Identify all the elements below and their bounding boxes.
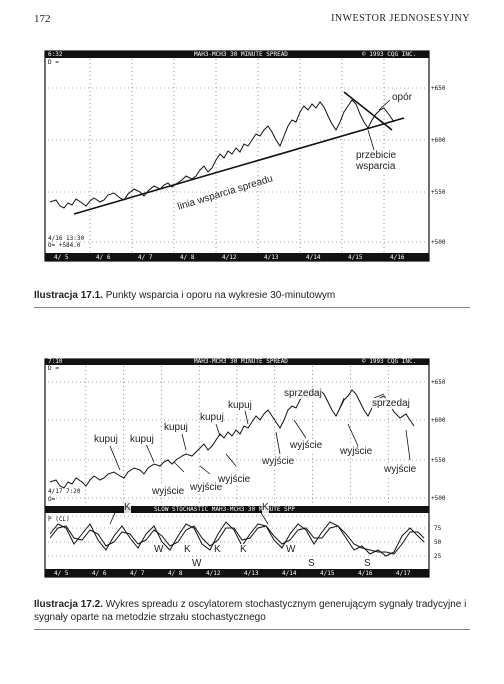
figure-2-caption-label: Ilustracja 17.2.: [34, 599, 103, 610]
figure-1-price-line: [49, 99, 395, 209]
f2-y-tick: +500: [431, 495, 446, 502]
f1-header-right: © 1993 CQG INC.: [362, 51, 417, 58]
label-exit-7: wyjście: [384, 464, 417, 475]
figure-2-chart: 7:10 D = MAH3-MCH3 30 MINUTE SPREAD © 19…: [44, 358, 446, 582]
annotation-resistance: opór: [392, 92, 413, 103]
figure-2-caption-text: Wykres spreadu z oscylatorem stochastycz…: [34, 599, 467, 623]
f2-x-tick: 4/14: [282, 570, 297, 577]
marker-9: S: [308, 558, 315, 569]
f2-y-tick: +550: [431, 457, 446, 464]
f1-y-tick: +550: [431, 189, 446, 196]
f1-y-tick: +500: [431, 239, 446, 246]
label-sell-2: sprzedaj: [372, 398, 410, 409]
f2-header-right: © 1993 CQG INC.: [362, 358, 417, 365]
f1-x-tick: 4/16: [390, 254, 405, 261]
marker-5: K: [214, 544, 221, 555]
f2-osc-header: SLOW STOCHASTIC MAH3-MCH3 30 MINUTE SPP: [154, 506, 295, 513]
f2-y-tick: +600: [431, 417, 446, 424]
f1-header-center: MAH3-MCH3 30 MINUTE SPREAD: [194, 51, 288, 58]
f2-x-tick: 4/13: [244, 570, 259, 577]
f1-x-tick: 4/ 5: [54, 254, 69, 261]
annotation-break-line1: przebicie: [356, 150, 397, 161]
f2-info-line: 4/17 7:20: [48, 488, 81, 495]
f2-info-line2: O=: [48, 496, 56, 503]
f1-y-tick: +600: [431, 137, 446, 144]
figure-2-caption: Ilustracja 17.2. Wykres spreadu z oscyla…: [34, 598, 470, 630]
f2-x-tick: 4/17: [396, 570, 411, 577]
marker-2: K: [262, 502, 269, 513]
marker-3: W: [154, 544, 164, 555]
figure-1-caption-text: Punkty wsparcia i oporu na wykresie 30-m…: [105, 290, 336, 301]
f1-info-line1: 4/16 13:30: [48, 235, 85, 242]
f2-x-tick: 4/ 7: [130, 570, 145, 577]
f2-x-tick: 4/16: [358, 570, 373, 577]
f2-x-tick: 4/ 8: [168, 570, 183, 577]
f1-x-tick: 4/ 6: [96, 254, 111, 261]
f1-info-line2: O= +584.0: [48, 242, 81, 249]
f2-osc-tick: 75: [434, 525, 442, 532]
f1-x-tick: 4/14: [306, 254, 321, 261]
f1-x-tick: 4/13: [264, 254, 279, 261]
label-exit-3: wyjście: [218, 474, 251, 485]
figure-2-price-line: [49, 389, 415, 489]
f1-y-tick: +650: [431, 85, 446, 92]
running-header: INWESTOR JEDNOSESYJNY: [331, 13, 470, 24]
f1-x-tick: 4/ 7: [138, 254, 153, 261]
f2-x-tick: 4/12: [206, 570, 221, 577]
figure-2-arrows: [109, 389, 411, 525]
figure-1-chart: 6:32 D = MAH3-MCH3 30 MINUTE SPREAD © 19…: [44, 50, 446, 274]
label-exit-2: wyjście: [190, 482, 223, 493]
annotation-break-line2: wsparcia: [356, 161, 396, 172]
label-buy-4: kupuj: [200, 412, 224, 423]
figure-2-oscillator-k: [49, 521, 425, 557]
marker-8: W: [286, 544, 296, 555]
f2-x-tick: 4/ 6: [92, 570, 107, 577]
f1-header-left2: D =: [48, 59, 59, 66]
label-sell-1: sprzedaj: [284, 388, 322, 399]
f2-y-tick: +650: [431, 379, 446, 386]
figure-2-svg: [44, 358, 430, 578]
f2-osc-left: P (CL): [48, 516, 70, 523]
label-buy-3: kupuj: [164, 422, 188, 433]
label-buy-2: kupuj: [130, 434, 154, 445]
f2-osc-tick: 50: [434, 539, 442, 546]
figure-1-caption: Ilustracja 17.1. Punkty wsparcia i oporu…: [34, 289, 470, 308]
marker-7: W: [192, 558, 202, 569]
label-exit-1: wyjście: [152, 486, 185, 497]
f1-x-tick: 4/15: [348, 254, 363, 261]
label-buy-5: kupuj: [228, 400, 252, 411]
f1-header-left: 6:32: [48, 51, 63, 58]
marker-10: S: [364, 558, 371, 569]
label-exit-4: wyjście: [262, 456, 295, 467]
marker-6: K: [240, 544, 247, 555]
marker-4: K: [184, 544, 191, 555]
f1-x-tick: 4/ 8: [180, 254, 195, 261]
support-line: [73, 117, 405, 215]
f2-x-tick: 4/ 5: [54, 570, 69, 577]
resistance-line: [343, 91, 393, 131]
f2-x-tick: 4/15: [320, 570, 335, 577]
f2-header-center: MAH3-MCH3 30 MINUTE SPREAD: [194, 358, 288, 365]
page-number: 172: [34, 13, 51, 25]
label-exit-5: wyjście: [290, 440, 323, 451]
f2-header-left: 7:10: [48, 358, 63, 365]
marker-1: K: [124, 502, 131, 513]
label-exit-6: wyjście: [340, 446, 373, 457]
f2-header-left2: D =: [48, 365, 59, 372]
f2-osc-tick: 25: [434, 553, 442, 560]
figure-1-caption-label: Ilustracja 17.1.: [34, 290, 103, 301]
figure-2-oscillator-d: [49, 525, 425, 555]
f1-x-tick: 4/12: [222, 254, 237, 261]
label-buy-1: kupuj: [94, 434, 118, 445]
